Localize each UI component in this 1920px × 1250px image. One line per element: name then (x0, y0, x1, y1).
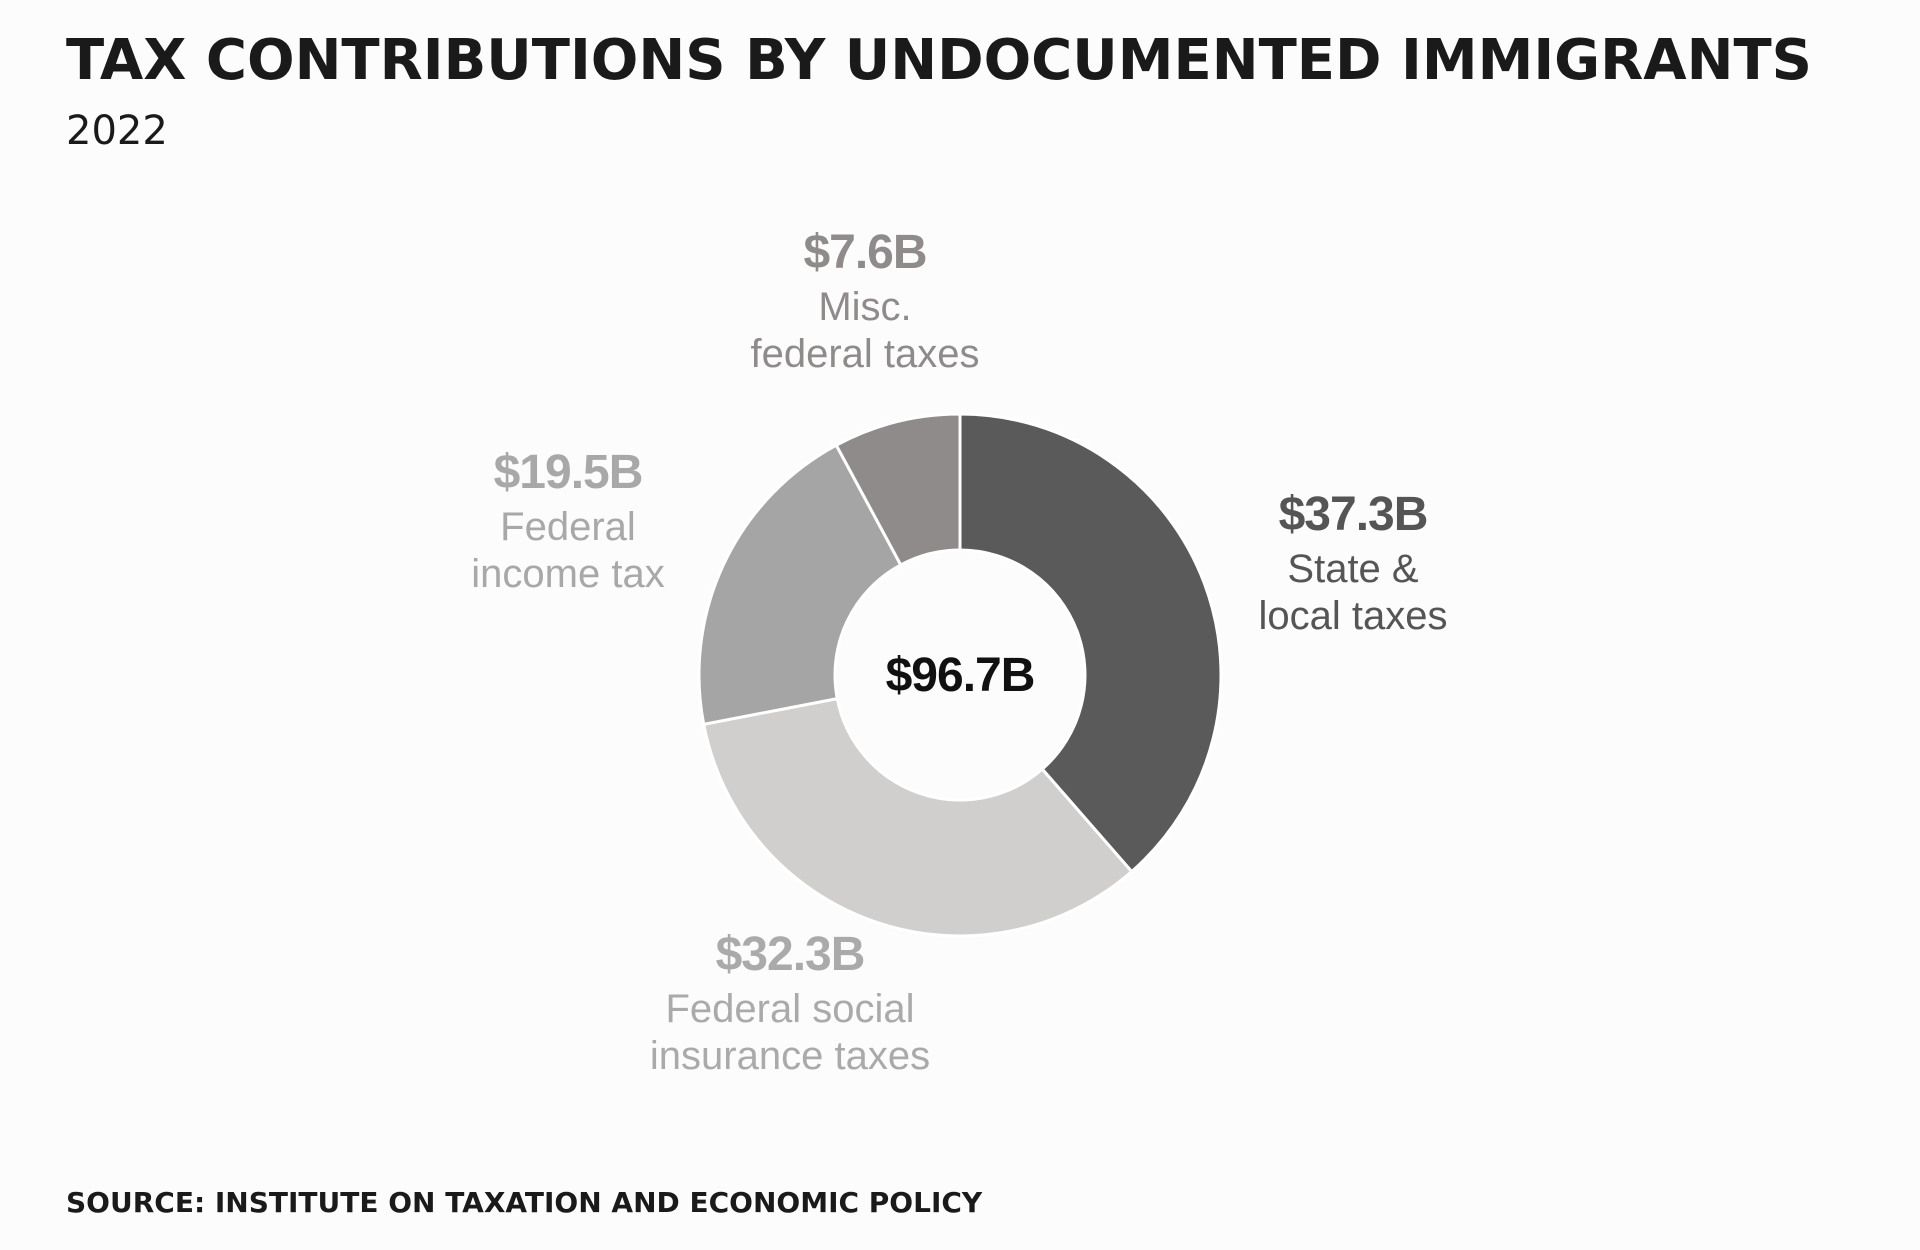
total-label: $96.7B (886, 649, 1035, 702)
value-label: $32.3B (715, 928, 866, 981)
category-label: Federal social insurance taxes (649, 987, 931, 1078)
donut-slice (701, 696, 1134, 938)
category-label: Federal income tax (471, 505, 665, 596)
donut-slice (834, 412, 962, 567)
donut-slice (697, 443, 903, 727)
value-label: $19.5B (493, 446, 644, 499)
source: SOURCE: INSTITUTE ON TAXATION AND ECONOM… (66, 1186, 983, 1219)
value-label: $37.3B (1278, 488, 1429, 541)
category-label: State & local taxes (1258, 547, 1448, 638)
category-label: Misc. federal taxes (750, 285, 980, 376)
chart-subtitle: 2022 (66, 108, 168, 154)
chart-title: TAX CONTRIBUTIONS BY UNDOCUMENTED IMMIGR… (66, 28, 1812, 93)
value-label: $7.6B (803, 226, 927, 279)
donut-slice (958, 412, 1223, 874)
